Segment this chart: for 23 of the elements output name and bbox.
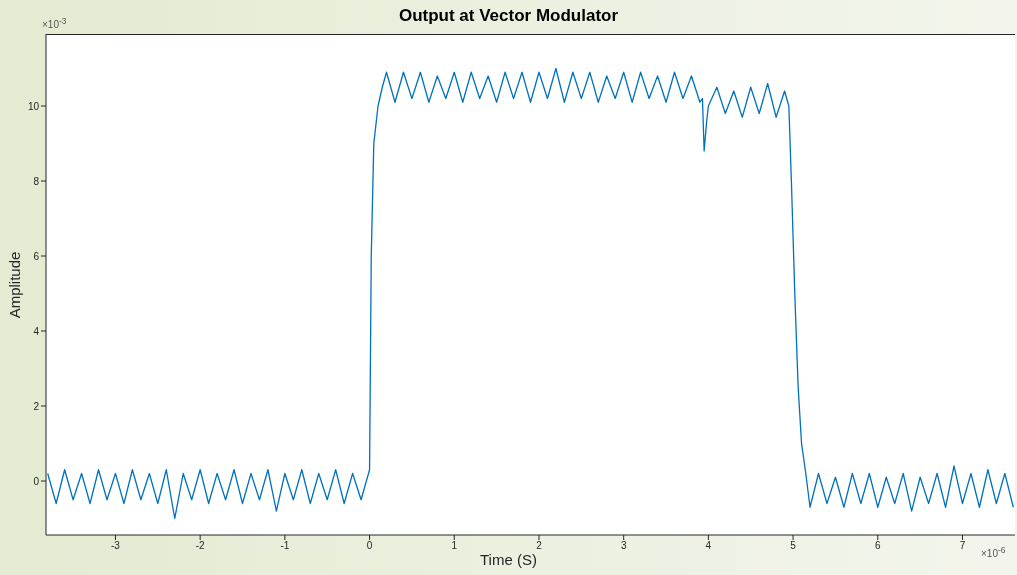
x-tick-label: 5 <box>790 540 797 552</box>
x-tick-label: -2 <box>195 540 206 552</box>
y-tick-label: 0 <box>33 475 40 487</box>
y-tick-label: 4 <box>33 325 40 337</box>
x-tick-label: 3 <box>620 540 627 552</box>
y-tick-label: 6 <box>33 250 40 262</box>
text: ×10$^{-3}$ <box>42 16 67 31</box>
text: ×10$^{-6}$ <box>981 545 1006 560</box>
y-tick-label: 8 <box>33 175 40 187</box>
x-tick-label: 2 <box>536 540 543 552</box>
x-tick-label: 7 <box>959 540 966 552</box>
chart-title: Output at Vector Modulator <box>398 6 619 25</box>
line-series <box>47 67 1014 520</box>
x-tick-label: -3 <box>111 540 121 552</box>
x-tick-label: 4 <box>705 540 712 552</box>
x-tick-label: 6 <box>875 540 881 552</box>
y-axis-title: Amplitude <box>5 251 23 318</box>
y-tick-label: 2 <box>33 400 40 412</box>
x-tick-label: -1 <box>280 540 290 552</box>
x-tick-label: 1 <box>451 540 458 552</box>
x-tick-label: 0 <box>366 540 373 552</box>
x-axis-title: Time (S) <box>480 551 537 568</box>
y-tick-label: 10 <box>27 100 40 112</box>
